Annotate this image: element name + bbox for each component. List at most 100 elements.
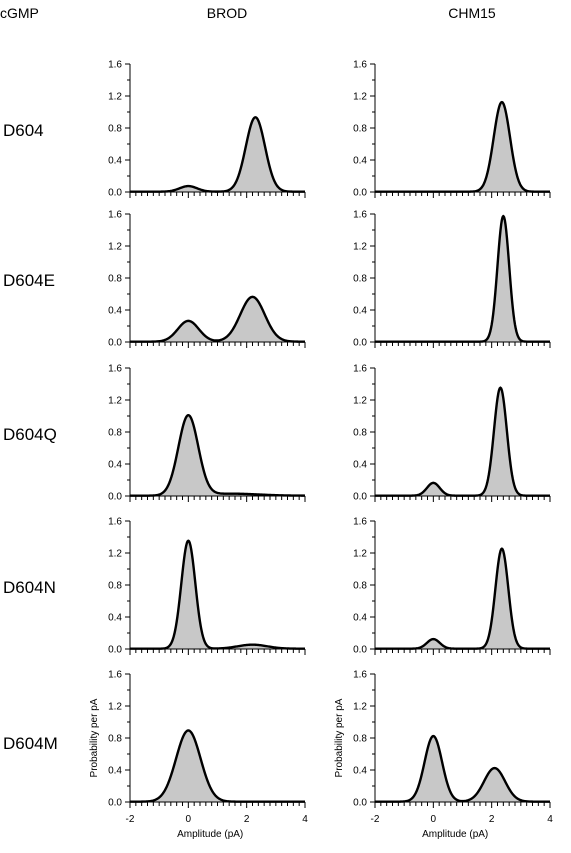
y-tick-label-d604n-brod: 0.4 <box>108 613 122 624</box>
row-label-d604e: D604E <box>3 271 55 290</box>
y-tick-label-d604e-chm15: 1.2 <box>353 242 367 253</box>
x-tick-label-d604m-brod: -2 <box>126 814 135 825</box>
x-tick-label-d604m-brod: 0 <box>186 814 192 825</box>
y-tick-label-d604q-brod: 0.4 <box>108 460 122 471</box>
histogram-fill-d604m-chm15 <box>375 736 550 802</box>
histogram-fill-d604n-chm15 <box>375 548 550 649</box>
y-tick-label-d604-chm15: 0.8 <box>353 124 367 135</box>
x-tick-label-d604m-chm15: 4 <box>547 814 553 825</box>
x-tick-label-d604m-brod: 2 <box>244 814 250 825</box>
panel-d604e-brod: 0.0 0.4 0.8 1.2 1.6 <box>108 210 306 349</box>
y-tick-label-d604e-brod: 1.2 <box>108 242 122 253</box>
row-label-d604n: D604N <box>3 578 56 597</box>
y-tick-label-d604-brod: 1.2 <box>108 92 122 103</box>
y-tick-label-d604q-brod: 1.6 <box>108 364 122 375</box>
x-axis-title-d604m-brod: Amplitude (pA) <box>177 829 243 840</box>
y-tick-label-d604e-chm15: 1.6 <box>353 210 367 221</box>
x-tick-label-d604m-chm15: -2 <box>371 814 380 825</box>
y-tick-label-d604e-brod: 0.0 <box>108 338 122 349</box>
y-tick-label-d604n-brod: 1.6 <box>108 517 122 528</box>
histogram-fill-d604e-chm15 <box>375 216 550 342</box>
y-axis-title-d604m-chm15: Probability per pA <box>334 698 345 777</box>
y-tick-label-d604-brod: 0.8 <box>108 124 122 135</box>
y-tick-label-d604m-chm15: 0.0 <box>353 798 367 809</box>
fit-curve-d604e-chm15 <box>374 214 551 343</box>
y-tick-label-d604-brod: 0.4 <box>108 156 122 167</box>
y-tick-label-d604q-brod: 0.8 <box>108 428 122 439</box>
fit-curve-d604q-chm15 <box>374 386 551 497</box>
y-tick-label-d604n-brod: 0.0 <box>108 645 122 656</box>
panel-d604m-chm15: 0.0 0.4 0.8 1.2 1.6 -2 0 2 4 Amplitude (pA) Probab… <box>334 670 553 841</box>
y-tick-label-d604n-brod: 1.2 <box>108 549 122 560</box>
fit-curve-d604-brod <box>129 116 306 193</box>
fit-curve-d604n-chm15 <box>374 547 551 650</box>
y-tick-label-d604e-brod: 1.6 <box>108 210 122 221</box>
y-tick-label-d604n-chm15: 1.2 <box>353 549 367 560</box>
y-tick-label-d604q-chm15: 1.6 <box>353 364 367 375</box>
y-tick-label-d604m-brod: 1.2 <box>108 702 122 713</box>
y-tick-label-d604q-chm15: 0.8 <box>353 428 367 439</box>
y-tick-label-d604e-brod: 0.8 <box>108 274 122 285</box>
y-tick-label-d604m-brod: 1.6 <box>108 670 122 681</box>
y-tick-label-d604n-brod: 0.8 <box>108 581 122 592</box>
y-tick-label-d604-chm15: 0.4 <box>353 156 367 167</box>
row-label-d604m: D604M <box>3 734 58 753</box>
panel-d604m-brod: 0.0 0.4 0.8 1.2 1.6 -2 0 2 4 Amplitude (pA) Probab… <box>89 670 308 841</box>
panel-d604-brod: 0.0 0.4 0.8 1.2 1.6 <box>108 60 306 199</box>
y-tick-label-d604m-chm15: 0.4 <box>353 766 367 777</box>
row-label-d604: D604 <box>3 121 44 140</box>
y-tick-label-d604m-brod: 0.8 <box>108 734 122 745</box>
column-header-brod: BROD <box>207 5 247 21</box>
y-tick-label-d604m-brod: 0.0 <box>108 798 122 809</box>
fit-curve-d604n-brod <box>129 539 306 650</box>
panel-d604q-brod: 0.0 0.4 0.8 1.2 1.6 <box>108 364 306 503</box>
column-header-chm15: CHM15 <box>448 5 496 21</box>
y-tick-label-d604-chm15: 0.0 <box>353 188 367 199</box>
y-tick-label-d604n-chm15: 0.0 <box>353 645 367 656</box>
fit-curve-d604m-chm15 <box>374 734 551 803</box>
histogram-fill-d604q-chm15 <box>375 387 550 496</box>
panel-d604q-chm15: 0.0 0.4 0.8 1.2 1.6 <box>353 364 551 503</box>
y-tick-label-d604-chm15: 1.2 <box>353 92 367 103</box>
row-label-d604q: D604Q <box>3 425 57 444</box>
panel-d604-chm15: 0.0 0.4 0.8 1.2 1.6 <box>353 60 551 199</box>
y-tick-label-d604e-chm15: 0.8 <box>353 274 367 285</box>
y-tick-label-d604q-brod: 0.0 <box>108 492 122 503</box>
fit-curve-d604-chm15 <box>374 100 551 193</box>
histogram-fill-d604-brod <box>130 117 305 192</box>
x-axis-title-d604m-chm15: Amplitude (pA) <box>422 829 488 840</box>
y-tick-label-d604m-chm15: 0.8 <box>353 734 367 745</box>
fit-curve-d604e-brod <box>129 295 306 343</box>
figure-headers: cGMP BROD CHM15 <box>0 5 496 21</box>
y-tick-label-d604e-chm15: 0.0 <box>353 338 367 349</box>
y-tick-label-d604e-brod: 0.4 <box>108 306 122 317</box>
x-tick-label-d604m-chm15: 2 <box>489 814 495 825</box>
y-tick-label-d604e-chm15: 0.4 <box>353 306 367 317</box>
y-tick-label-d604n-chm15: 1.6 <box>353 517 367 528</box>
y-tick-label-d604q-chm15: 1.2 <box>353 396 367 407</box>
y-tick-label-d604m-brod: 0.4 <box>108 766 122 777</box>
y-tick-label-d604q-chm15: 0.0 <box>353 492 367 503</box>
y-tick-label-d604q-brod: 1.2 <box>108 396 122 407</box>
histogram-fill-d604m-brod <box>130 730 305 802</box>
y-tick-label-d604q-chm15: 0.4 <box>353 460 367 471</box>
histogram-fill-d604-chm15 <box>375 102 550 192</box>
row-labels: D604 D604E D604Q D604N D604M <box>3 121 58 753</box>
histogram-panels: 0.0 0.4 0.8 1.2 1.6 0.0 0.4 0.8 1.2 1.6 0.0 0.4 0.8 1… <box>89 60 553 841</box>
y-tick-label-d604-chm15: 1.6 <box>353 60 367 71</box>
y-axis-title-d604m-brod: Probability per pA <box>89 698 100 777</box>
y-tick-label-d604-brod: 1.6 <box>108 60 122 71</box>
x-tick-label-d604m-brod: 4 <box>302 814 308 825</box>
y-tick-label-d604m-chm15: 1.2 <box>353 702 367 713</box>
histogram-fill-d604q-brod <box>130 415 305 496</box>
condition-header: cGMP <box>0 5 39 21</box>
y-tick-label-d604n-chm15: 0.4 <box>353 613 367 624</box>
x-tick-label-d604m-chm15: 0 <box>431 814 437 825</box>
panel-d604n-brod: 0.0 0.4 0.8 1.2 1.6 <box>108 517 306 656</box>
fit-curve-d604q-brod <box>129 413 306 497</box>
histogram-fill-d604n-brod <box>130 540 305 649</box>
y-tick-label-d604-brod: 0.0 <box>108 188 122 199</box>
histogram-fill-d604e-brod <box>130 296 305 342</box>
y-tick-label-d604m-chm15: 1.6 <box>353 670 367 681</box>
